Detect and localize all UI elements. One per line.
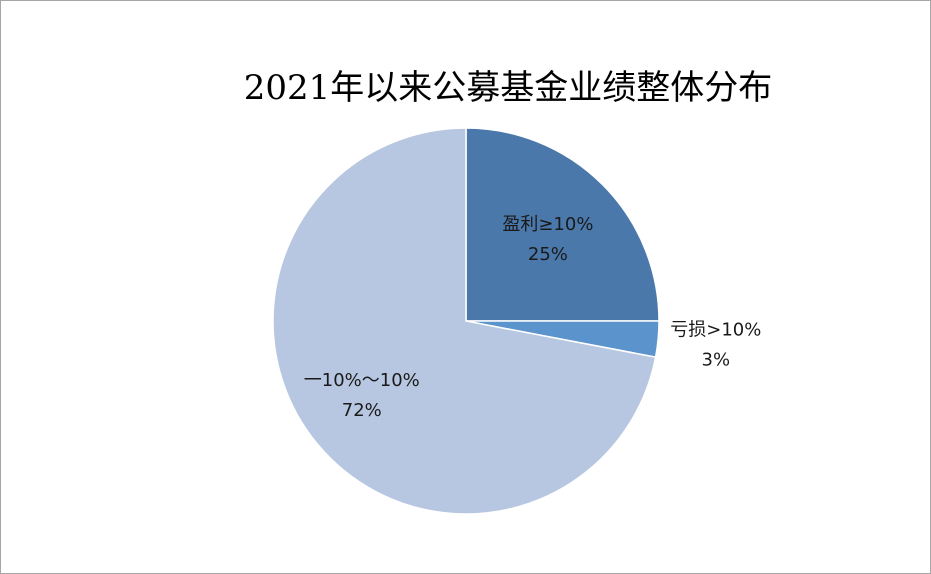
slice-label: 一10%～10% — [304, 370, 420, 391]
pie-slice — [465, 127, 660, 322]
value-label: 72% — [342, 400, 382, 421]
value-label: 3% — [702, 350, 731, 371]
value-label: 25% — [528, 244, 568, 265]
pie-slice — [272, 127, 657, 515]
slice-label: 亏损>10% — [670, 320, 761, 341]
slice-label: 盈利≥10% — [502, 214, 593, 235]
chart-title: 2021年以来公募基金业绩整体分布 — [244, 68, 773, 108]
